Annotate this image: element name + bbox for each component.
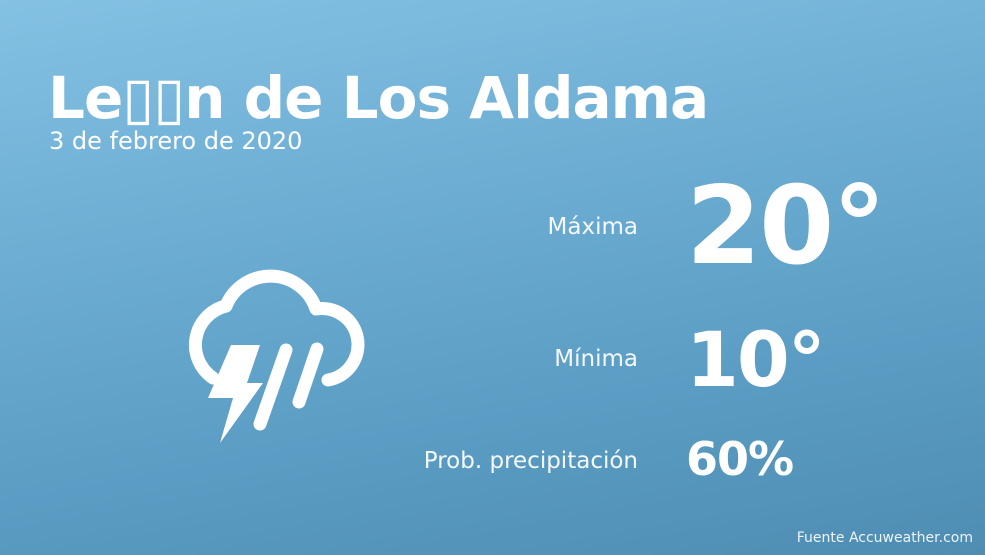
precip-value: 60% [686, 432, 794, 486]
city-title: Le▯▯n de Los Aldama [48, 64, 709, 132]
precip-label: Prob. precipitación [423, 448, 638, 474]
max-value: 20° [686, 164, 886, 289]
rain-drop [292, 342, 324, 409]
min-value: 10° [686, 315, 826, 404]
forecast-date: 3 de febrero de 2020 [49, 127, 303, 155]
cloud-outline [188, 269, 365, 387]
min-label: Mínima [554, 346, 638, 372]
rain-drop [253, 343, 293, 431]
source-credit: Fuente Accuweather.com [796, 530, 973, 546]
lightning-bolt [208, 345, 263, 443]
max-label: Máxima [547, 214, 638, 240]
